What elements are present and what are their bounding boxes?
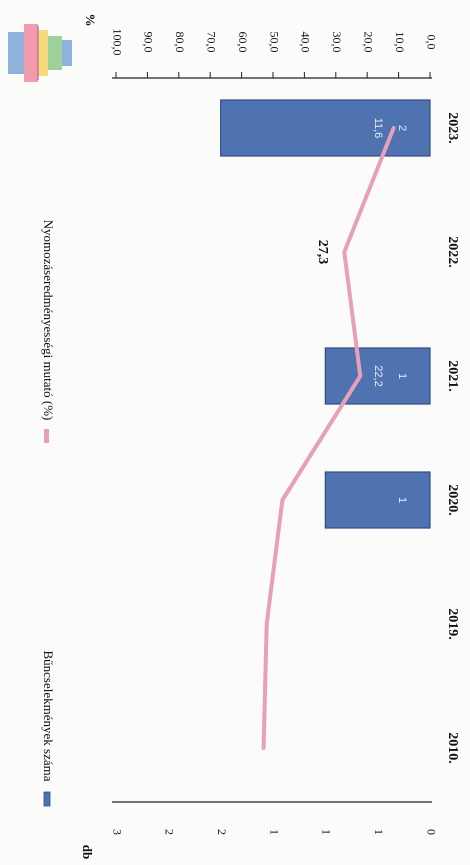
line-value-label: 27,3 <box>315 240 330 265</box>
category-label: 2023. <box>445 112 460 144</box>
right-axis-tick-label: 20,0 <box>361 32 375 53</box>
emblem-logo <box>8 24 72 82</box>
legend-label-line: Nyomozáseredményességi mutató (%) <box>41 220 56 421</box>
right-axis-tick-label: 70,0 <box>204 32 218 53</box>
right-axis-tick-label: 100,0 <box>110 29 124 56</box>
line-point <box>262 746 266 750</box>
right-axis-tick-label: 90,0 <box>142 32 156 53</box>
line-point <box>392 126 396 130</box>
category-label: 2021. <box>445 360 460 392</box>
left-axis-tick-label: 1 <box>372 829 386 835</box>
category-label: 2020. <box>445 484 460 516</box>
left-axis-tick-label: 0 <box>424 829 438 835</box>
category-label: 2019. <box>445 608 460 640</box>
right-axis-tick-label: 30,0 <box>330 32 344 53</box>
left-axis-tick-label: 2 <box>215 829 229 835</box>
legend-swatch-line <box>44 429 49 443</box>
line-point <box>342 250 346 254</box>
left-axis-tick-label: 2 <box>163 829 177 835</box>
legend-label-bars: Bűncselekmények száma <box>41 650 56 781</box>
right-axis-unit: % <box>83 14 98 27</box>
left-axis-unit: db <box>80 845 95 859</box>
right-axis-tick-label: 40,0 <box>299 32 313 53</box>
line-point <box>280 498 284 502</box>
line-point <box>265 622 269 626</box>
bar <box>324 347 431 405</box>
category-label: 2010. <box>445 732 460 764</box>
right-axis-tick-label: 50,0 <box>267 32 281 53</box>
line-series-path <box>261 126 396 750</box>
line-value-label: 22,2 <box>372 365 384 386</box>
left-axis-tick-label: 1 <box>320 829 334 835</box>
line-point <box>358 374 362 378</box>
bar <box>324 471 431 529</box>
left-axis-tick-label: 1 <box>267 829 281 835</box>
right-axis-tick-label: 0,0 <box>424 35 438 50</box>
right-axis-tick-label: 80,0 <box>173 32 187 53</box>
legend-swatch-bars <box>43 791 51 807</box>
bar-value-label: 2 <box>396 125 408 131</box>
category-label: 2022. <box>445 236 460 268</box>
line-value-label: 11,6 <box>372 118 384 139</box>
right-axis-tick-label: 60,0 <box>236 32 250 53</box>
left-axis-tick-label: 3 <box>110 829 124 835</box>
bar-value-label: 1 <box>396 373 408 379</box>
right-axis-tick-label: 10,0 <box>393 32 407 53</box>
bar-value-label: 1 <box>396 497 408 503</box>
